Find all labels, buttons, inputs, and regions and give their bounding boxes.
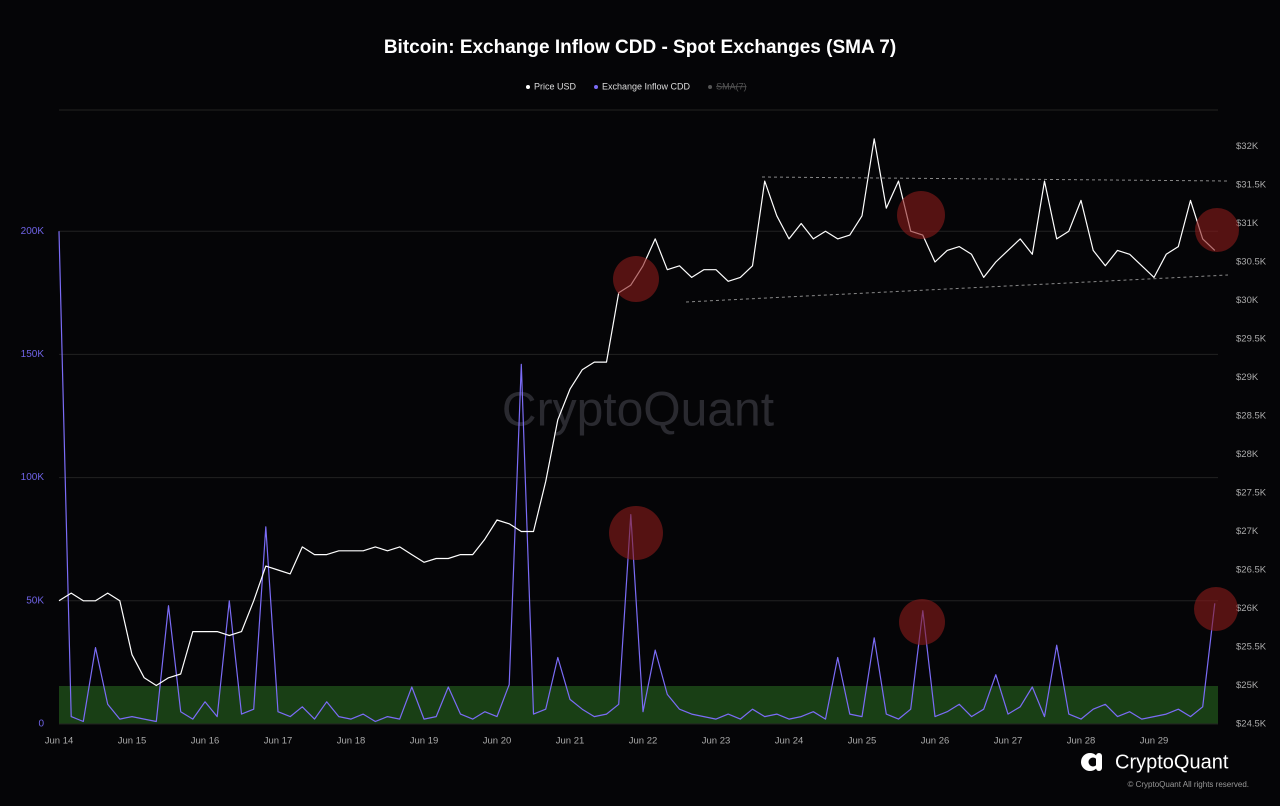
brand-name: CryptoQuant — [1115, 751, 1229, 773]
y2-tick-label: $25K — [1236, 680, 1259, 691]
y2-tick-label: $29.5K — [1236, 334, 1267, 345]
series-line — [58, 231, 1216, 723]
legend-label[interactable]: Exchange Inflow CDD — [602, 81, 691, 91]
y-tick-label: 0 — [38, 719, 44, 730]
circle — [1195, 208, 1239, 252]
copyright: © CryptoQuant All rights reserved. — [1128, 780, 1250, 789]
y-tick-label: 200K — [21, 226, 45, 237]
x-tick-label: Jun 25 — [848, 736, 877, 747]
legend-marker — [594, 85, 599, 89]
x-tick-label: Jun 19 — [410, 736, 439, 747]
highlight-circles — [609, 191, 1239, 645]
x-tick-label: Jun 26 — [921, 736, 950, 747]
x-tick-label: Jun 16 — [191, 736, 220, 747]
legend-label[interactable]: Price USD — [534, 81, 577, 91]
x-tick-label: Jun 27 — [994, 736, 1023, 747]
x-tick-label: Jun 14 — [45, 736, 74, 747]
y2-tick-label: $25.5K — [1236, 642, 1267, 653]
trend-line — [685, 274, 1229, 303]
x-tick-label: Jun 24 — [775, 736, 804, 747]
trend-line — [761, 176, 1229, 182]
circle — [899, 599, 945, 645]
x-tick-label: Jun 29 — [1140, 736, 1169, 747]
y2-tick-label: $30.5K — [1236, 257, 1267, 268]
y2-tick-label: $24.5K — [1236, 719, 1267, 730]
highlight-zone — [59, 686, 1218, 724]
legend-marker — [708, 85, 713, 89]
y2-tick-label: $27.5K — [1236, 488, 1267, 499]
y2-tick-label: $27K — [1236, 526, 1259, 537]
watermark: CryptoQuant — [502, 384, 774, 437]
legend-marker — [526, 85, 530, 89]
x-tick-label: Jun 20 — [483, 736, 512, 747]
y-tick-label: 50K — [26, 595, 44, 606]
y2-tick-label: $29K — [1236, 372, 1259, 383]
circle — [609, 506, 663, 560]
circle — [1194, 587, 1238, 631]
x-tick-label: Jun 28 — [1067, 736, 1096, 747]
y2-tick-label: $32K — [1236, 141, 1259, 152]
x-tick-label: Jun 17 — [264, 736, 293, 747]
chart-title: Bitcoin: Exchange Inflow CDD - Spot Exch… — [384, 37, 896, 58]
y-tick-label: 100K — [21, 472, 45, 483]
legend: Price USD Exchange Inflow CDD SMA(7) — [526, 81, 747, 91]
circle — [613, 256, 659, 302]
y-tick-label: 150K — [21, 349, 45, 360]
y2-tick-label: $28.5K — [1236, 411, 1267, 422]
legend-label[interactable]: SMA(7) — [716, 81, 747, 91]
brand-logo — [1081, 753, 1102, 771]
y2-tick-label: $30K — [1236, 295, 1259, 306]
x-tick-label: Jun 22 — [629, 736, 658, 747]
y2-tick-label: $26K — [1236, 603, 1259, 614]
x-tick-label: Jun 18 — [337, 736, 366, 747]
y2-tick-label: $28K — [1236, 449, 1259, 460]
circle — [897, 191, 945, 239]
x-tick-label: Jun 23 — [702, 736, 731, 747]
y2-tick-label: $26.5K — [1236, 565, 1267, 576]
y2-tick-label: $31K — [1236, 218, 1259, 229]
x-tick-label: Jun 21 — [556, 736, 585, 747]
x-tick-label: Jun 15 — [118, 736, 147, 747]
y2-tick-label: $31.5K — [1236, 180, 1267, 191]
